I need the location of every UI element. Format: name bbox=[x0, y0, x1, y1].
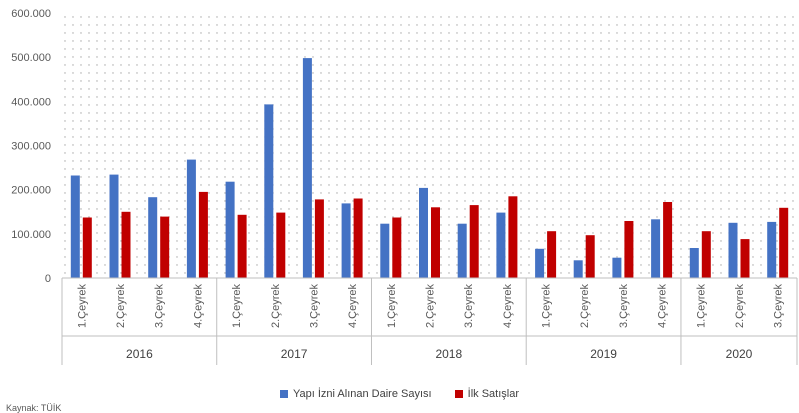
category-label: 3.Çeyrek bbox=[308, 284, 320, 329]
category-label: 4.Çeyrek bbox=[192, 284, 204, 329]
bar-ilk-satislar bbox=[431, 207, 440, 278]
bar-ilk-satislar bbox=[469, 205, 479, 278]
bar-ilk-satislar bbox=[508, 196, 518, 278]
bar-ilk-satislar bbox=[779, 207, 789, 278]
bar-yapi-izni bbox=[496, 212, 506, 278]
category-label: 1.Çeyrek bbox=[695, 284, 707, 329]
category-label: 2.Çeyrek bbox=[579, 284, 591, 329]
category-label: 3.Çeyrek bbox=[618, 284, 630, 329]
category-label: 1.Çeyrek bbox=[231, 284, 243, 329]
legend-swatch-red bbox=[454, 390, 463, 398]
category-label: 4.Çeyrek bbox=[657, 284, 669, 329]
bar-ilk-satislar bbox=[663, 202, 673, 278]
year-label: 2017 bbox=[281, 347, 308, 361]
bar-ilk-satislar bbox=[314, 199, 324, 278]
bar-yapi-izni bbox=[457, 223, 467, 278]
y-axis: 0 100.000 200.000 300.000 400.000 500.000 600.… bbox=[11, 8, 51, 285]
year-label: 2016 bbox=[126, 347, 153, 361]
bar-yapi-izni bbox=[148, 197, 158, 278]
bar-yapi-izni bbox=[264, 104, 274, 279]
legend-label-series1: Yapı İzni Alınan Daire Sayısı bbox=[292, 388, 432, 400]
y-tick-label: 400.000 bbox=[11, 96, 51, 108]
bar-yapi-izni bbox=[109, 174, 119, 278]
bar-yapi-izni bbox=[186, 159, 196, 278]
plot-area-dotted-background bbox=[62, 13, 797, 278]
legend-item-series1: Yapı İzni Alınan Daire Sayısı bbox=[279, 388, 432, 400]
y-tick-label: 200.000 bbox=[11, 185, 51, 197]
y-tick-label: 0 bbox=[45, 273, 51, 285]
bar-ilk-satislar bbox=[392, 217, 402, 278]
bar-ilk-satislar bbox=[353, 198, 363, 278]
year-label: 2020 bbox=[726, 347, 753, 361]
bar-ilk-satislar bbox=[237, 214, 247, 278]
category-label: 4.Çeyrek bbox=[347, 284, 359, 329]
year-label: 2018 bbox=[435, 347, 462, 361]
bar-yapi-izni bbox=[70, 175, 80, 278]
bar-yapi-izni bbox=[302, 58, 312, 278]
y-tick-label: 500.000 bbox=[11, 52, 51, 64]
bar-ilk-satislar bbox=[121, 211, 131, 279]
bar-yapi-izni bbox=[612, 257, 622, 278]
bar-yapi-izni bbox=[341, 203, 351, 278]
category-label: 3.Çeyrek bbox=[154, 284, 166, 329]
x-axis: 2016 2017 2018 2019 2020 1.Çeyrek 2.Çeyrek 3.Çe… bbox=[61, 277, 798, 365]
bar-yapi-izni bbox=[689, 248, 699, 278]
bar-ilk-satislar bbox=[547, 231, 557, 278]
bar-yapi-izni bbox=[419, 187, 428, 278]
year-label: 2019 bbox=[590, 347, 617, 361]
bar-yapi-izni bbox=[380, 223, 390, 278]
bar-ilk-satislar bbox=[198, 191, 208, 278]
y-tick-label: 600.000 bbox=[11, 8, 51, 20]
category-label: 3.Çeyrek bbox=[463, 284, 475, 329]
category-label: 2.Çeyrek bbox=[734, 284, 746, 329]
category-label: 2.Çeyrek bbox=[270, 284, 282, 329]
bar-yapi-izni bbox=[767, 221, 777, 278]
bar-ilk-satislar bbox=[276, 212, 286, 278]
source-note: Kaynak: TÜİK bbox=[6, 403, 62, 413]
legend-label-series2: İlk Satışlar bbox=[467, 388, 519, 400]
y-tick-label: 300.000 bbox=[11, 141, 51, 153]
legend-swatch-blue bbox=[279, 390, 288, 398]
bar-ilk-satislar bbox=[701, 231, 711, 278]
bar-yapi-izni bbox=[728, 222, 738, 278]
bar-ilk-satislar bbox=[82, 217, 92, 278]
category-label: 2.Çeyrek bbox=[425, 284, 437, 329]
category-label: 4.Çeyrek bbox=[502, 284, 514, 329]
legend-item-series2: İlk Satışlar bbox=[454, 388, 519, 400]
legend: Yapı İzni Alınan Daire Sayısı İlk Satışl… bbox=[0, 388, 799, 401]
bar-chart: 0 100.000 200.000 300.000 400.000 500.000 600.… bbox=[11, 8, 798, 365]
bar-yapi-izni bbox=[651, 219, 661, 278]
bar-ilk-satislar bbox=[160, 216, 170, 278]
category-label: 3.Çeyrek bbox=[773, 284, 785, 329]
bar-yapi-izni bbox=[225, 181, 235, 278]
bar-yapi-izni bbox=[535, 248, 545, 278]
bar-ilk-satislar bbox=[624, 221, 634, 278]
bar-ilk-satislar bbox=[585, 235, 595, 278]
category-label: 1.Çeyrek bbox=[386, 284, 398, 329]
category-label: 1.Çeyrek bbox=[76, 284, 88, 329]
bar-yapi-izni bbox=[573, 260, 583, 278]
category-label: 2.Çeyrek bbox=[115, 284, 127, 329]
y-tick-label: 100.000 bbox=[11, 229, 51, 241]
bars bbox=[70, 58, 789, 279]
bar-ilk-satislar bbox=[740, 239, 750, 278]
category-label: 1.Çeyrek bbox=[541, 284, 553, 329]
